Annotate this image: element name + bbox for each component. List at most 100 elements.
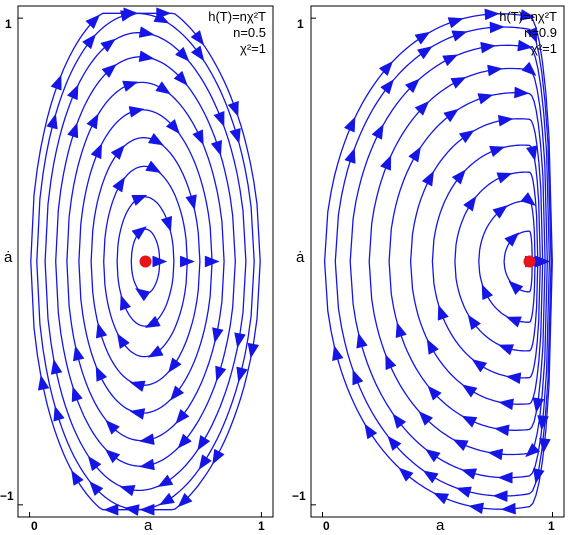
stream-arrow — [180, 255, 195, 268]
stream-arrow — [385, 354, 397, 371]
stream-arrow — [139, 458, 155, 471]
stream-arrow — [352, 369, 364, 386]
stream-arrow — [147, 345, 164, 358]
stream-arrow — [145, 160, 162, 173]
stream-arrow — [489, 145, 506, 158]
annotation-line-2: n=0.5 — [233, 25, 266, 40]
stream-arrow — [378, 60, 394, 77]
stream-arrow — [517, 39, 533, 52]
y-axis-title: ȧ — [4, 249, 13, 266]
stream-arrow — [138, 50, 155, 63]
stream-arrow — [103, 503, 119, 516]
stream-arrow — [492, 490, 508, 502]
stream-arrow — [50, 358, 63, 375]
stream-arrow — [416, 46, 433, 60]
fixed-point-layer — [523, 255, 536, 268]
stream-arrow — [131, 226, 147, 240]
stream-arrow — [520, 192, 536, 207]
stream-arrow — [500, 502, 516, 515]
stream-arrow — [442, 54, 459, 67]
stream-arrow — [95, 365, 108, 382]
stream-arrow — [422, 470, 439, 484]
x-tick-label-left: 0 — [31, 519, 38, 533]
stream-arrow — [53, 405, 65, 422]
annotation-line-2: n=0.9 — [524, 25, 557, 40]
stream-arrow — [119, 485, 136, 497]
stream-arrow — [450, 76, 467, 89]
stream-arrow — [173, 70, 188, 86]
stream-arrow — [508, 280, 524, 295]
stream-arrow — [437, 304, 449, 321]
stream-arrow — [392, 413, 407, 429]
stream-arrow — [408, 146, 421, 163]
stream-arrow — [215, 365, 227, 382]
streamline — [334, 26, 552, 497]
annotation-line-1: h(T)=nχ²T — [499, 9, 557, 24]
fixed-point-marker — [139, 255, 152, 268]
stream-arrow — [463, 195, 477, 212]
y-tick-label-bottom: −1 — [292, 489, 306, 503]
stream-arrow — [122, 80, 139, 92]
stream-arrow — [72, 345, 85, 362]
stream-arrow — [82, 33, 96, 50]
stream-arrow — [160, 215, 173, 232]
stream-arrow — [105, 419, 120, 435]
streamline — [388, 92, 546, 431]
stream-arrow — [71, 469, 84, 486]
x-tick-label-right: 1 — [258, 519, 265, 533]
stream-arrow — [451, 169, 466, 185]
stream-arrow — [213, 110, 225, 128]
stream-arrow — [443, 108, 459, 123]
stream-arrow — [100, 38, 116, 53]
streamline — [90, 137, 201, 386]
stream-arrow — [380, 79, 395, 95]
stream-arrow — [116, 333, 130, 350]
stream-arrow — [525, 145, 538, 162]
stream-arrow — [455, 486, 472, 498]
streamline — [66, 81, 225, 442]
streamlines-layer — [30, 7, 261, 516]
stream-arrow — [526, 27, 537, 44]
stream-arrow — [505, 372, 522, 385]
stream-arrow — [421, 170, 435, 187]
stream-arrow — [480, 41, 496, 54]
stream-arrow — [425, 448, 441, 463]
stream-arrow — [497, 114, 514, 127]
stream-arrow — [95, 322, 108, 339]
stream-arrow — [489, 21, 505, 34]
stream-arrow — [177, 492, 193, 508]
annotation-line-3: χ²=1 — [240, 41, 266, 56]
stream-arrow — [174, 46, 190, 62]
stream-arrow — [66, 84, 79, 101]
stream-arrow — [210, 140, 222, 157]
stream-arrow — [120, 294, 132, 311]
stream-arrow — [170, 385, 185, 401]
stream-arrow — [447, 17, 464, 29]
stream-arrow — [105, 449, 121, 464]
stream-arrow — [505, 316, 522, 328]
stream-arrow — [460, 468, 477, 480]
stream-arrow — [234, 332, 246, 349]
stream-arrow — [87, 455, 102, 472]
stream-arrow — [380, 154, 392, 171]
panel-right: 1 −1 0 1 a ȧ h(T)=nχ²T n=0.9 χ²=1 — [292, 5, 565, 534]
stream-arrow — [129, 380, 146, 392]
stream-arrow — [414, 100, 430, 116]
stream-arrow — [198, 454, 212, 471]
fixed-point-marker — [523, 255, 536, 268]
stream-arrow — [168, 357, 182, 373]
stream-arrow — [458, 130, 475, 144]
stream-arrow — [190, 30, 205, 46]
stream-arrow — [227, 100, 239, 117]
stream-arrow — [452, 439, 469, 452]
stream-arrow — [139, 433, 155, 445]
stream-arrow — [165, 118, 180, 135]
stream-arrow — [535, 255, 551, 268]
panel-left: 1 −1 0 1 a ȧ h(T)=nχ²T n=0.5 χ²=1 — [0, 5, 274, 534]
stream-arrow — [539, 437, 551, 454]
stream-arrow — [371, 123, 384, 140]
ticks-layer — [18, 17, 262, 517]
stream-arrow — [461, 384, 478, 398]
y-tick-label-bottom: −1 — [0, 489, 14, 503]
